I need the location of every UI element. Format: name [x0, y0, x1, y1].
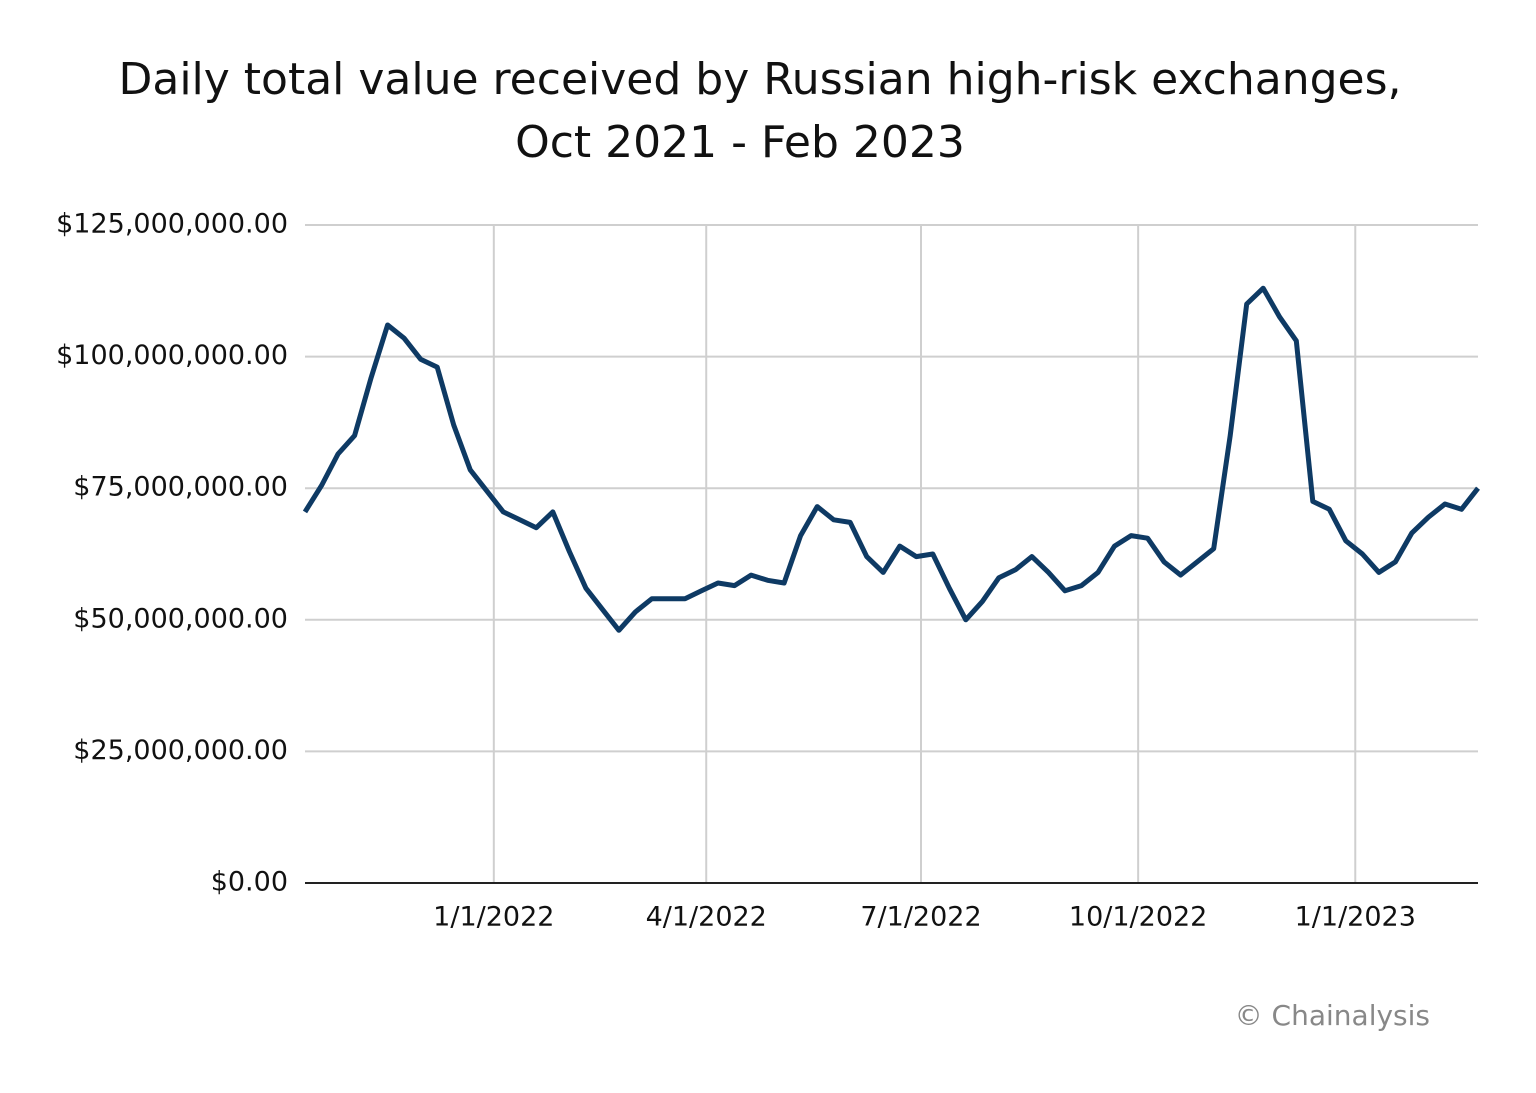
- x-tick-label: 1/1/2023: [1295, 902, 1416, 933]
- chart-title: Oct 2021 - Feb 2023: [515, 117, 965, 168]
- x-tick-label: 10/1/2022: [1069, 902, 1207, 933]
- y-tick-label: $125,000,000.00: [56, 209, 288, 240]
- x-tick-label: 1/1/2022: [433, 902, 554, 933]
- y-tick-label: $0.00: [211, 867, 288, 898]
- y-tick-label: $75,000,000.00: [73, 472, 288, 503]
- chart-title: Daily total value received by Russian hi…: [118, 54, 1401, 105]
- y-tick-label: $25,000,000.00: [73, 735, 288, 766]
- data-line: [302, 285, 1480, 633]
- credit: © Chainalysis: [1235, 999, 1430, 1032]
- y-tick-label: $50,000,000.00: [73, 603, 288, 634]
- x-tick-label: 4/1/2022: [646, 902, 767, 933]
- x-tick-label: 7/1/2022: [860, 902, 981, 933]
- y-tick-label: $100,000,000.00: [56, 340, 288, 371]
